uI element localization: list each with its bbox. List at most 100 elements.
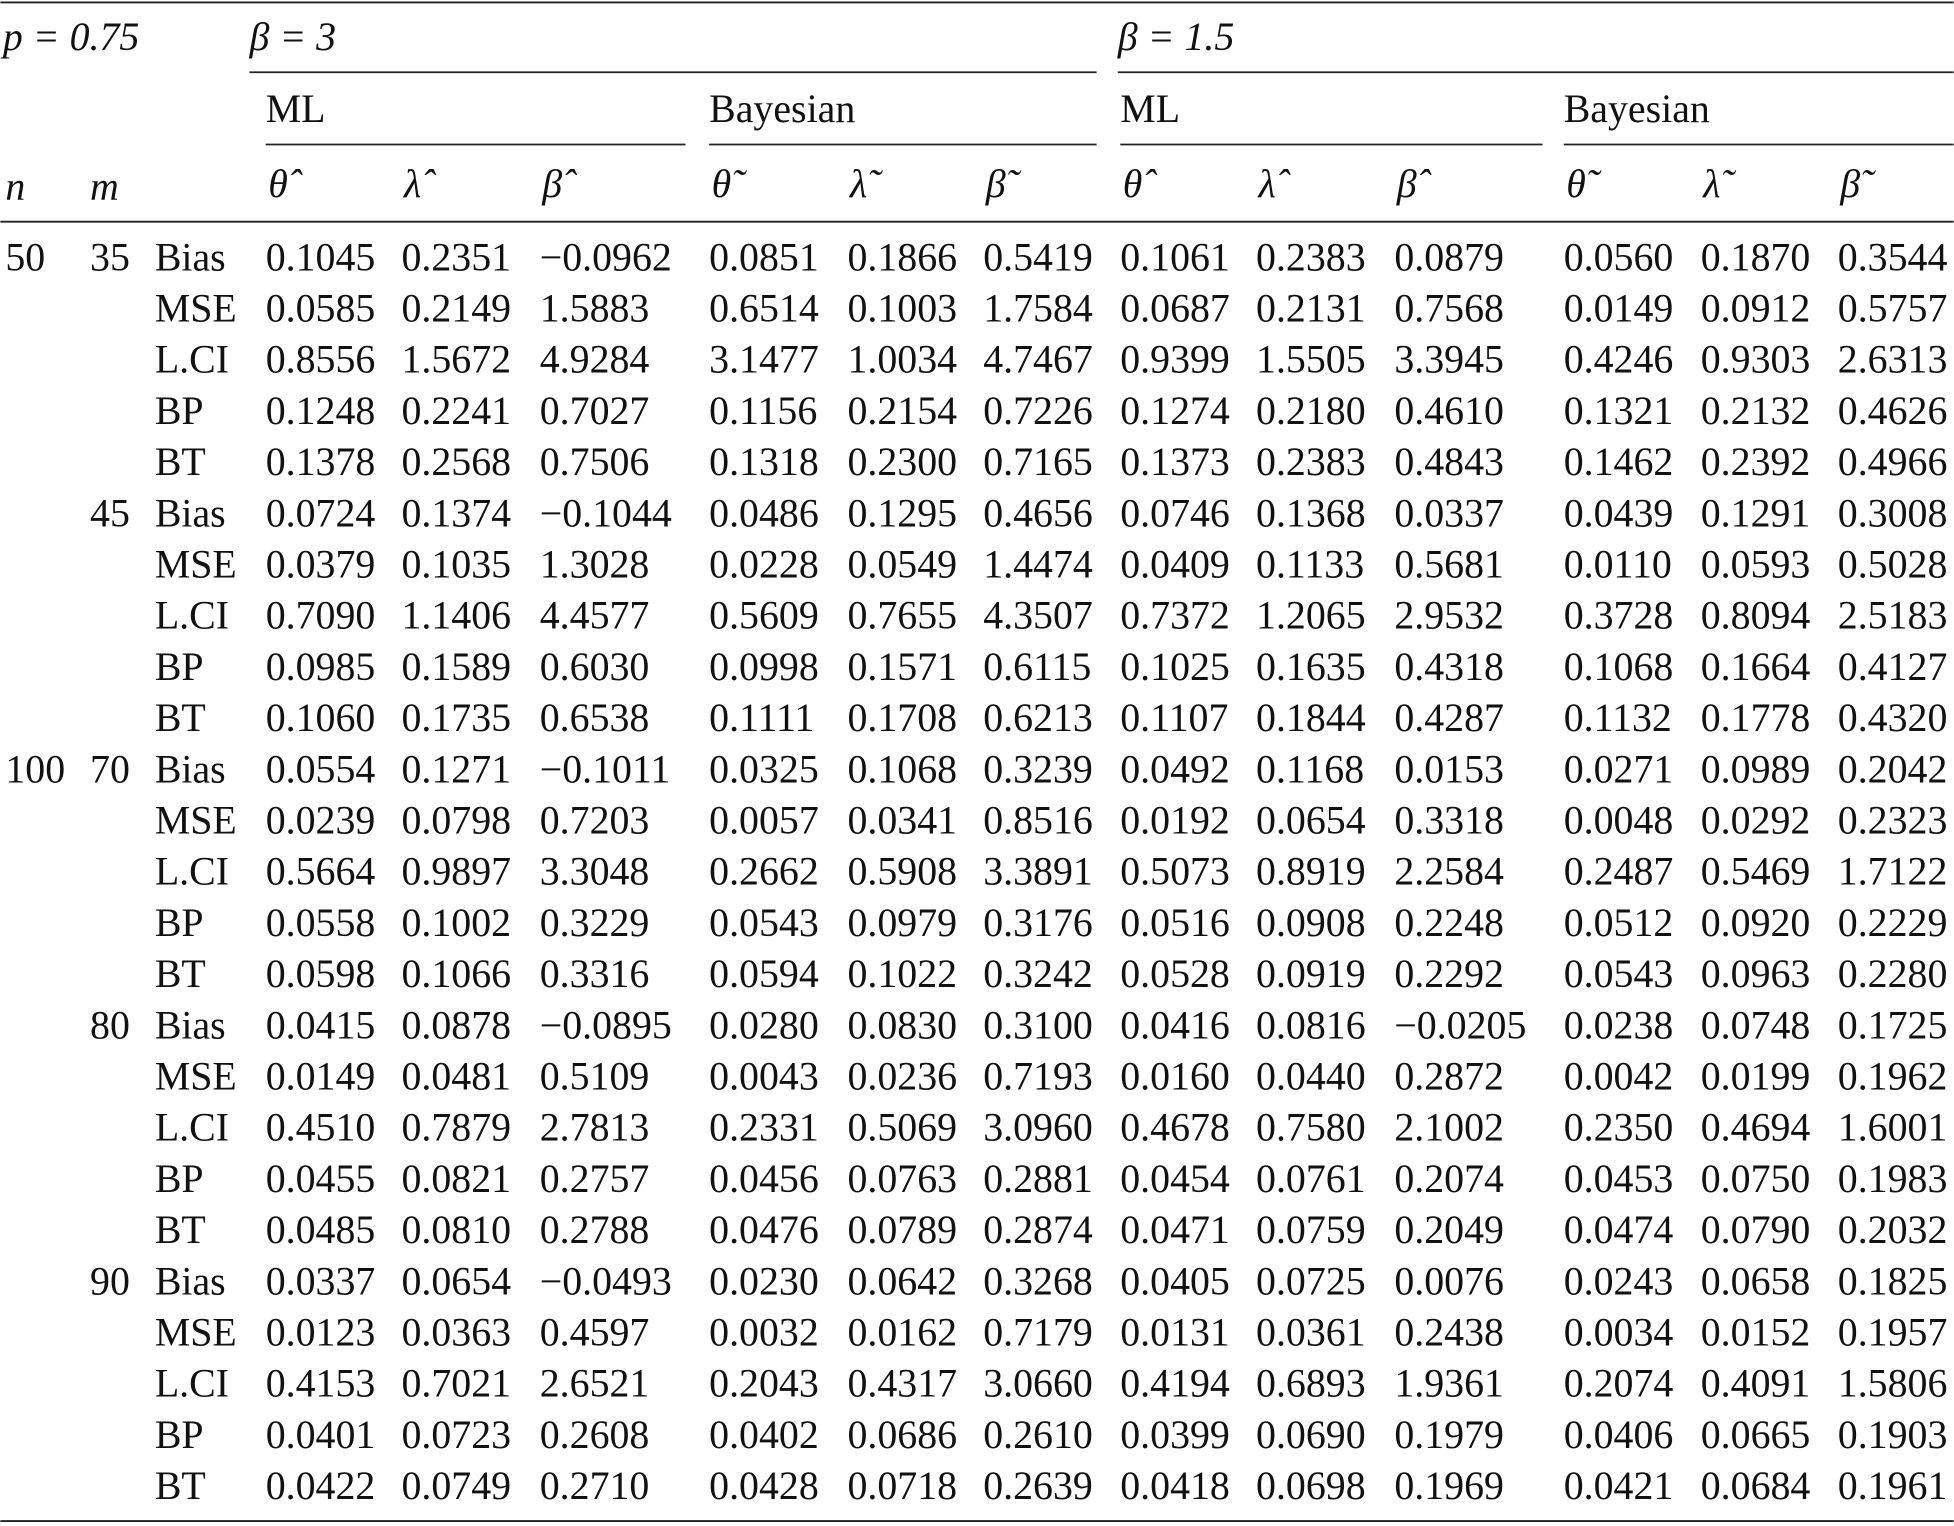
value-cell: 0.0153 [1394, 746, 1504, 791]
stat-cell: BT [155, 951, 206, 996]
value-cell: 0.0759 [1256, 1207, 1366, 1252]
stat-cell: BP [155, 1156, 204, 1201]
value-cell: 0.0192 [1120, 798, 1230, 843]
value-cell: 0.1295 [847, 490, 957, 535]
m-cell: 90 [90, 1258, 130, 1303]
value-cell: 0.0363 [401, 1309, 511, 1354]
value-cell: −0.0493 [540, 1258, 672, 1303]
value-cell: 0.2350 [1564, 1105, 1674, 1150]
value-cell: 2.7813 [540, 1105, 650, 1150]
value-cell: 0.1248 [266, 388, 376, 433]
value-cell: 0.1844 [1256, 695, 1366, 740]
value-cell: 0.2788 [540, 1207, 650, 1252]
value-cell: 0.0998 [709, 644, 819, 689]
value-cell: 1.1406 [401, 593, 511, 638]
value-cell: 0.0594 [709, 951, 819, 996]
value-cell: 0.2280 [1838, 951, 1948, 996]
stat-cell: BP [155, 388, 204, 433]
value-cell: 0.0810 [401, 1207, 511, 1252]
value-cell: 0.0543 [1564, 951, 1674, 996]
value-cell: 0.2331 [709, 1105, 819, 1150]
value-cell: 0.2074 [1564, 1361, 1674, 1406]
value-cell: 0.3176 [983, 900, 1093, 945]
value-cell: 0.1066 [401, 951, 511, 996]
value-cell: 0.3229 [540, 900, 650, 945]
value-cell: 0.7580 [1256, 1105, 1366, 1150]
value-cell: 0.8516 [983, 798, 1093, 843]
value-cell: 0.0043 [709, 1054, 819, 1099]
value-cell: 0.7506 [540, 439, 650, 484]
value-cell: 3.3945 [1394, 337, 1504, 382]
value-cell: −0.0205 [1394, 1002, 1526, 1047]
value-cell: 0.2872 [1394, 1054, 1504, 1099]
value-cell: 0.0598 [266, 951, 376, 996]
value-cell: 0.1321 [1564, 388, 1674, 433]
value-cell: 0.9399 [1120, 337, 1230, 382]
value-cell: 0.0658 [1701, 1258, 1811, 1303]
value-cell: 0.1068 [1564, 644, 1674, 689]
value-cell: 0.3728 [1564, 593, 1674, 638]
value-cell: 0.0560 [1564, 234, 1674, 279]
value-cell: 0.1962 [1838, 1054, 1948, 1099]
value-cell: 0.4127 [1838, 644, 1948, 689]
value-cell: 0.4091 [1701, 1361, 1811, 1406]
value-cell: 2.9532 [1394, 593, 1504, 638]
value-cell: 0.8556 [266, 337, 376, 382]
value-cell: 0.0337 [266, 1258, 376, 1303]
value-cell: 0.0057 [709, 798, 819, 843]
value-cell: 0.2351 [401, 234, 511, 279]
value-cell: 3.3891 [983, 849, 1093, 894]
value-cell: 0.0149 [266, 1054, 376, 1099]
value-cell: 0.2383 [1256, 439, 1366, 484]
value-cell: 0.3242 [983, 951, 1093, 996]
value-cell: 0.7193 [983, 1054, 1093, 1099]
value-cell: 0.2392 [1701, 439, 1811, 484]
value-cell: 0.0401 [266, 1412, 376, 1457]
value-cell: 2.6313 [1838, 337, 1948, 382]
value-cell: 0.0558 [266, 900, 376, 945]
p-label: p = 0.75 [0, 14, 139, 59]
value-cell: 0.2032 [1838, 1207, 1948, 1252]
value-cell: 0.0585 [266, 286, 376, 331]
value-cell: 0.0746 [1120, 490, 1230, 535]
value-cell: 0.5419 [983, 234, 1093, 279]
value-cell: 4.9284 [540, 337, 650, 382]
stat-cell: Bias [155, 234, 226, 279]
value-cell: 0.1664 [1701, 644, 1811, 689]
value-cell: 0.9303 [1701, 337, 1811, 382]
value-cell: 0.9897 [401, 849, 511, 894]
value-cell: 3.3048 [540, 849, 650, 894]
group-label: β = 1.5 [1117, 14, 1235, 59]
stat-cell: MSE [155, 1309, 237, 1354]
value-cell: 0.1378 [266, 439, 376, 484]
value-cell: 0.1111 [709, 695, 814, 740]
value-cell: 0.2154 [847, 388, 957, 433]
value-cell: 0.0985 [266, 644, 376, 689]
value-cell: 0.2131 [1256, 286, 1366, 331]
value-cell: 0.2608 [540, 1412, 650, 1457]
value-cell: 0.7027 [540, 388, 650, 433]
value-cell: 4.4577 [540, 593, 650, 638]
value-cell: 0.7568 [1394, 286, 1504, 331]
value-cell: 0.0516 [1120, 900, 1230, 945]
value-cell: 0.4843 [1394, 439, 1504, 484]
value-cell: −0.1044 [540, 490, 672, 535]
value-cell: 0.2438 [1394, 1309, 1504, 1354]
value-cell: 0.0162 [847, 1309, 957, 1354]
value-cell: 0.0486 [709, 490, 819, 535]
value-cell: 0.0422 [266, 1463, 376, 1508]
value-cell: 0.1318 [709, 439, 819, 484]
value-cell: 0.0593 [1701, 542, 1811, 587]
value-cell: −0.0895 [540, 1002, 672, 1047]
value-cell: 0.0228 [709, 542, 819, 587]
value-cell: 0.0455 [266, 1156, 376, 1201]
value-cell: 0.0271 [1564, 746, 1674, 791]
value-cell: 0.0878 [401, 1002, 511, 1047]
value-cell: 2.5183 [1838, 593, 1948, 638]
m-cell: 70 [90, 746, 130, 791]
value-cell: 0.6115 [983, 644, 1091, 689]
value-cell: 0.1107 [1120, 695, 1228, 740]
value-cell: 0.0798 [401, 798, 511, 843]
value-cell: 0.0748 [1701, 1002, 1811, 1047]
